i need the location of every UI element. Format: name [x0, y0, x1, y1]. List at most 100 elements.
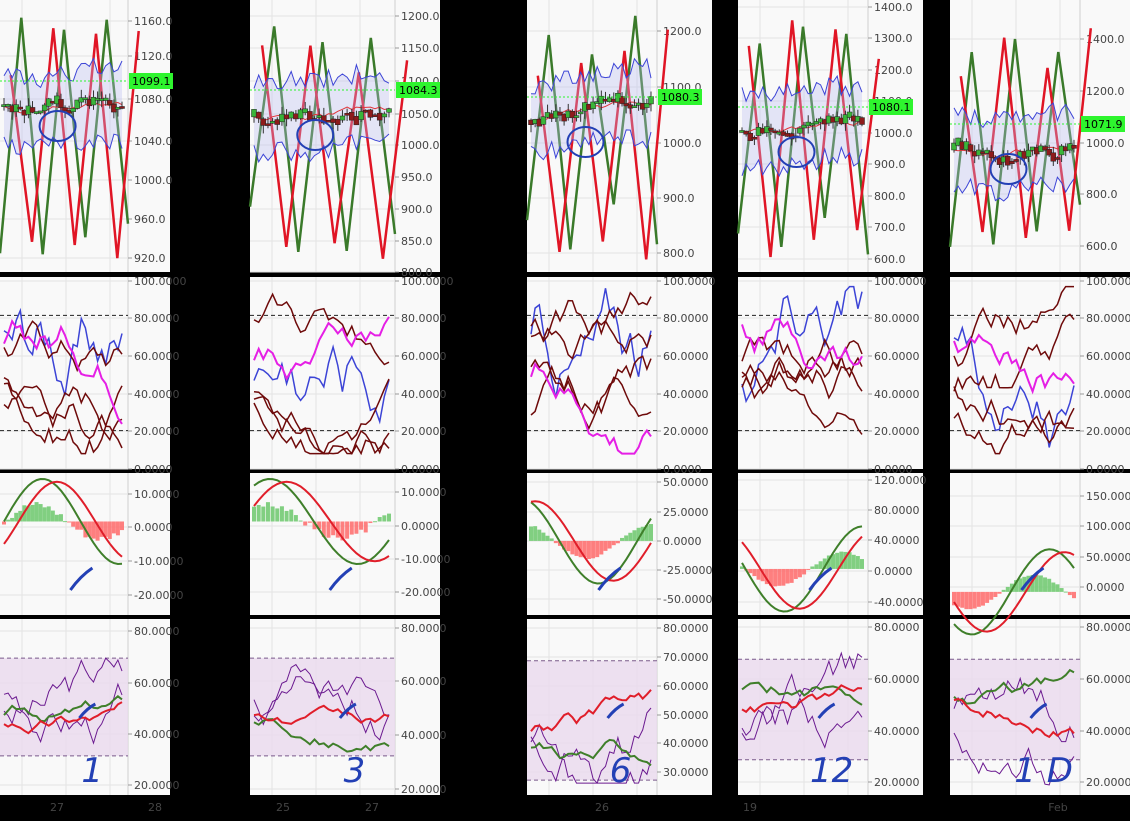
- macd-histogram-bar: [814, 564, 819, 569]
- macd-histogram-bar: [1030, 574, 1035, 592]
- macd-histogram-bar: [764, 568, 769, 585]
- zigzag-green-line: [736, 26, 870, 255]
- macd-histogram-bar: [1026, 575, 1031, 592]
- rsi-line: [3, 695, 123, 723]
- macd-histogram-bar: [748, 568, 753, 574]
- bollinger-upper-line: [741, 74, 863, 103]
- macd-axis-tick-label: 40.0000: [874, 534, 920, 547]
- zigzag-red-line: [959, 28, 1093, 239]
- stochastic-axis-tick-label: 100.0000: [401, 275, 454, 288]
- candle-up: [631, 105, 638, 108]
- macd-axis-tick-label: 80.0000: [874, 504, 920, 517]
- rsi-axis-tick-label: 80.0000: [874, 621, 920, 634]
- last-price-marker: [129, 73, 173, 89]
- macd-histogram-bar: [6, 519, 11, 522]
- rsi-line: [741, 684, 863, 714]
- rsi-axis-tick-label: 40.0000: [134, 728, 180, 741]
- macd-histogram-bar: [331, 521, 336, 536]
- price-axis-tick-label: 900.0: [401, 203, 433, 216]
- candle-down: [17, 106, 24, 110]
- candle-up: [41, 104, 48, 111]
- macd-histogram-bar: [968, 591, 973, 610]
- rsi-axis-tick-label: 40.0000: [401, 729, 447, 742]
- chart-panel-A: 1160.0 1120.0 1080.0 1040.0 1000.0 960.0 920.0…: [0, 0, 187, 814]
- rsi-axis-tick-label: 20.0000: [874, 776, 920, 789]
- stochastic-pane-background: [950, 277, 1130, 469]
- stochastic-line: [741, 356, 863, 400]
- price-axis-tick-label: 1200.0: [874, 64, 913, 77]
- chart-panel-E: 1400.0 1200.0 1000.0 800.0 600.0 100.0000 80.0…: [948, 0, 1130, 814]
- stochastic-pane-background: [0, 277, 170, 469]
- rsi-line: [953, 668, 1075, 705]
- rsi-line: [530, 707, 652, 784]
- stochastic-axis-tick-label: 80.0000: [401, 312, 447, 325]
- stochastic-line: [953, 333, 1075, 395]
- stochastic-axis-tick-label: 20.0000: [663, 425, 709, 438]
- rsi-axis-tick-label: 60.0000: [401, 675, 447, 688]
- x-axis-tick-label: 19: [743, 801, 757, 814]
- macd-histogram-bar: [553, 540, 558, 544]
- price-axis-tick-label: 600.0: [874, 253, 906, 266]
- macd-histogram-bar: [566, 540, 571, 552]
- macd-axis-tick-label: 0.0000: [663, 535, 702, 548]
- stochastic-axis-tick-label: 100.0000: [134, 275, 187, 288]
- annotation-circle: [989, 153, 1028, 185]
- macd-histogram-bar: [760, 568, 765, 582]
- macd-histogram-bar: [63, 521, 68, 523]
- macd-histogram-bar: [321, 521, 326, 537]
- rsi-zone: [527, 660, 657, 781]
- price-axis-tick-label: 1000.0: [1086, 137, 1125, 150]
- macd-histogram-bar: [843, 551, 848, 569]
- macd-histogram-bar: [839, 551, 844, 569]
- rsi-axis-tick-label: 80.0000: [663, 622, 709, 635]
- candle-up: [381, 113, 388, 118]
- price-axis-tick-label: 1050.0: [401, 108, 440, 121]
- price-axis-tick-label: 800.0: [401, 266, 433, 279]
- candle-down: [1042, 146, 1048, 151]
- macd-histogram-bar: [578, 540, 583, 558]
- candle-down: [283, 114, 290, 120]
- rsi-line: [530, 738, 652, 767]
- macd-histogram-bar: [615, 540, 620, 544]
- candle-up: [842, 114, 849, 124]
- macd-histogram-bar: [591, 540, 596, 559]
- macd-axis-tick-label: 120.0000: [874, 474, 927, 487]
- macd-line: [741, 525, 863, 613]
- bollinger-lower-line: [530, 129, 652, 161]
- stochastic-line: [741, 285, 863, 404]
- rsi-line: [253, 663, 390, 741]
- macd-histogram-bar: [1038, 575, 1043, 592]
- macd-histogram-bar: [1055, 584, 1060, 592]
- bollinger-lower-line: [953, 176, 1075, 202]
- macd-histogram-bar: [855, 556, 860, 569]
- macd-histogram-bar: [972, 591, 977, 609]
- macd-histogram-bar: [91, 521, 96, 539]
- price-axis-tick-label: 1160.0: [134, 15, 173, 28]
- macd-histogram-bar: [1018, 578, 1023, 592]
- macd-histogram-bar: [107, 521, 112, 539]
- stochastic-axis-tick-label: 80.0000: [663, 312, 709, 325]
- price-axis-tick-label: 1040.0: [134, 135, 173, 148]
- bollinger-upper-line: [3, 57, 123, 89]
- macd-line: [253, 477, 390, 566]
- last-price-label: 1071.9: [1084, 118, 1123, 131]
- annotation-number: 3: [344, 751, 366, 791]
- rsi-line: [530, 736, 652, 784]
- macd-signal-line: [3, 480, 123, 558]
- candle-down: [335, 118, 341, 126]
- candle-up: [269, 120, 276, 124]
- macd-histogram-bar: [777, 568, 782, 586]
- macd-histogram-bar: [582, 540, 587, 558]
- stochastic-line: [253, 344, 390, 425]
- stochastic-axis-tick-label: 0.0000: [401, 463, 440, 476]
- macd-histogram-bar: [632, 530, 637, 541]
- macd-histogram-bar: [960, 591, 965, 608]
- macd-pane-background: [250, 473, 440, 615]
- candle-down: [325, 120, 332, 123]
- zigzag-red-line: [260, 45, 409, 259]
- macd-pane-background: [0, 473, 170, 615]
- stochastic-axis-tick-label: 40.0000: [663, 388, 709, 401]
- stochastic-axis-tick-label: 20.0000: [874, 425, 920, 438]
- stochastic-line: [3, 397, 123, 455]
- candle-down: [376, 112, 383, 121]
